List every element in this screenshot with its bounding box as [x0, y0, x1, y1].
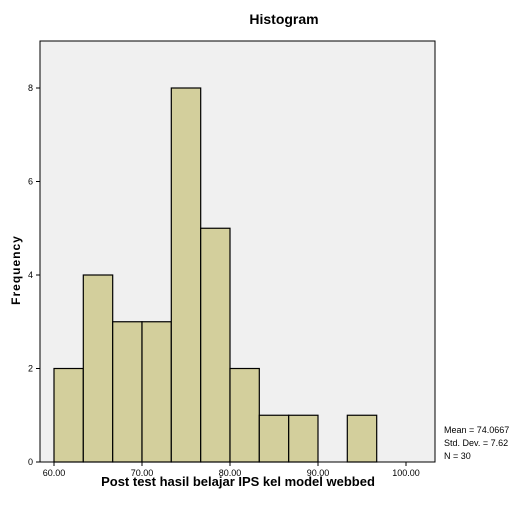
x-axis: 60.00 70.00 80.00 90.00 100.00 — [43, 462, 420, 478]
y-axis-label: Frequency — [9, 235, 23, 305]
stat-mean: Mean = 74.0667 — [444, 425, 509, 435]
stat-n: N = 30 — [444, 451, 471, 461]
x-tick-label: 90.00 — [307, 468, 330, 478]
y-tick-label: 0 — [28, 457, 33, 467]
x-tick-label: 70.00 — [131, 468, 154, 478]
histogram-bar — [82, 274, 114, 463]
stats-box: Mean = 74.0667 Std. Dev. = 7.62 N = 30 — [444, 425, 509, 461]
histogram-bar — [200, 227, 231, 463]
chart-title: Histogram — [249, 11, 318, 27]
y-tick-label: 8 — [28, 83, 33, 93]
stat-std-dev: Std. Dev. = 7.62 — [444, 438, 508, 448]
x-tick-label: 100.00 — [392, 468, 420, 478]
histogram-bar — [346, 414, 378, 463]
x-tick-label: 60.00 — [43, 468, 66, 478]
x-axis-label: Post test hasil belajar IPS kel model we… — [101, 474, 375, 489]
y-tick-label: 2 — [28, 364, 33, 374]
histogram-bar — [53, 367, 84, 463]
histogram-bar — [170, 87, 202, 463]
histogram-bar — [141, 321, 172, 463]
x-tick-label: 80.00 — [219, 468, 242, 478]
y-axis: 0 2 4 6 8 — [28, 83, 40, 467]
bars-group — [53, 87, 378, 463]
y-tick-label: 6 — [28, 177, 33, 187]
histogram-bar — [288, 414, 319, 463]
y-tick-label: 4 — [28, 270, 33, 280]
histogram-bar — [112, 321, 143, 463]
histogram-bar — [258, 414, 290, 463]
histogram-bar — [229, 367, 260, 463]
